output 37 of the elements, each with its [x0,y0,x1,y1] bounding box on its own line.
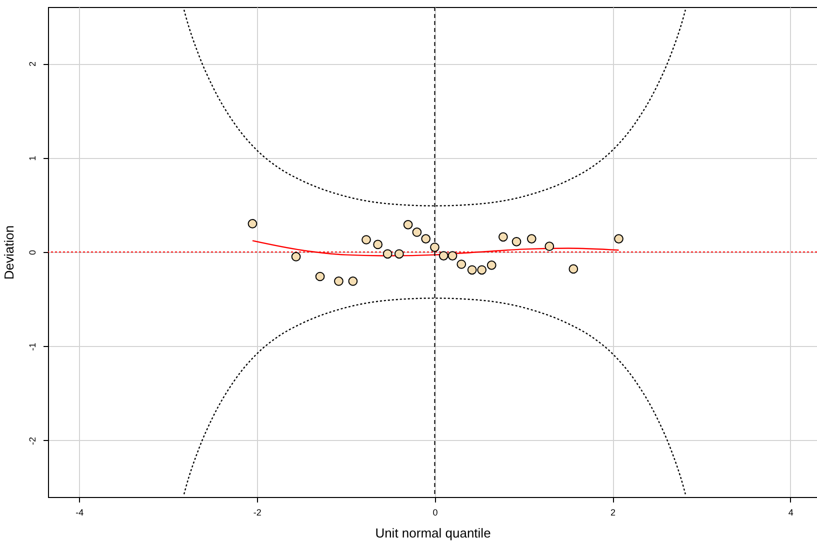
x-tick-label: 2 [610,508,616,518]
point [412,228,422,237]
point [544,242,554,252]
y-tick-label: -1 [28,342,38,351]
x-tick-label: 0 [432,508,438,518]
point [614,234,624,244]
x-axis-title: Unit normal quantile [375,526,491,540]
point [334,276,344,286]
y-tick-label: 0 [28,250,38,256]
point [456,260,466,269]
point [348,276,358,286]
point [498,232,508,242]
point [382,249,392,259]
y-tick-label: -2 [28,436,38,445]
point [248,219,258,228]
x-tick-label: -2 [253,508,262,518]
y-axis-title: Deviation [2,225,16,280]
point [421,234,431,244]
y-tick-label: 1 [28,156,38,161]
point [430,242,440,252]
point [568,264,578,274]
point [291,252,301,262]
point [467,265,477,275]
point [486,260,496,270]
point [512,236,522,246]
point [362,235,371,244]
point [438,251,448,260]
point [477,265,487,275]
y-tick-label: 2 [28,62,38,67]
point [526,234,536,244]
x-tick-label: -4 [76,508,84,518]
point [403,220,413,230]
point [373,240,383,250]
point [394,249,404,259]
x-tick-label: 4 [788,508,794,518]
point [315,272,325,282]
point [448,251,458,260]
